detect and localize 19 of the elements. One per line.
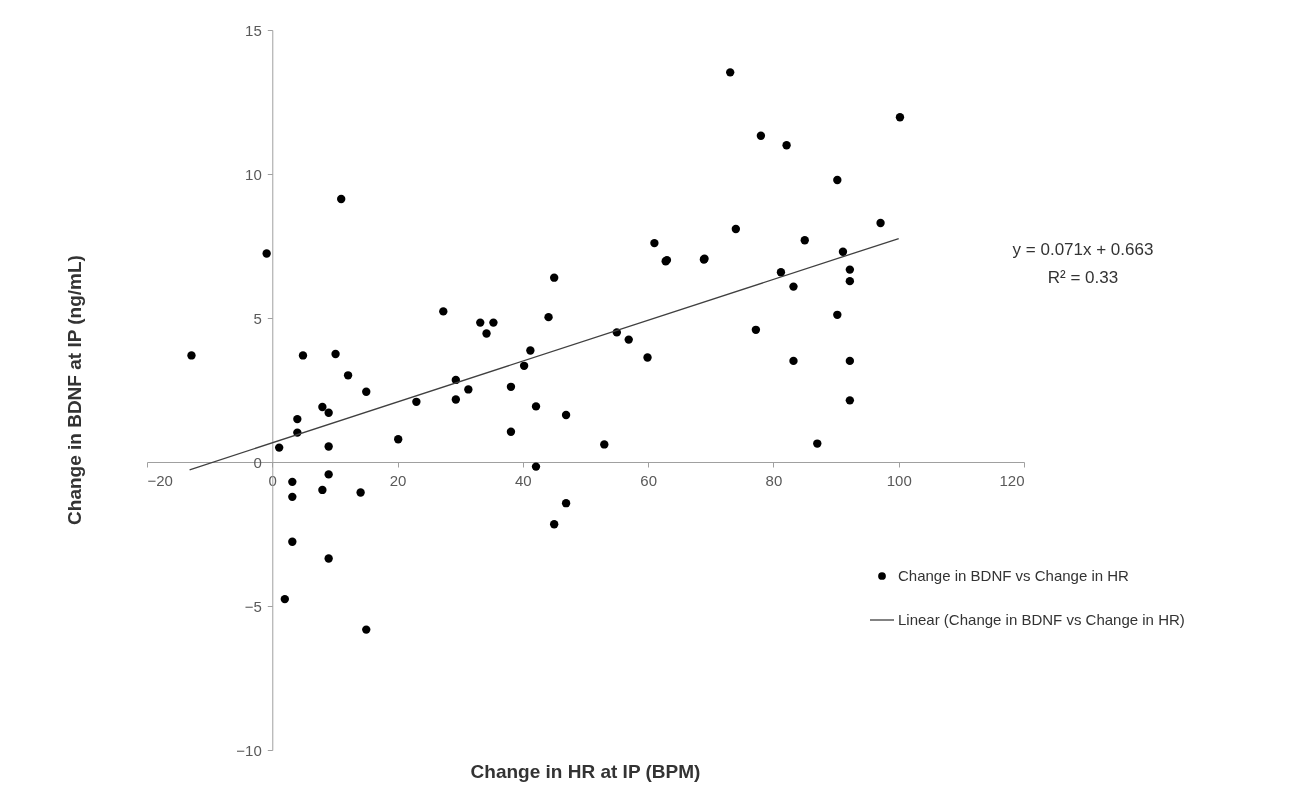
x-tick-label: 20	[389, 471, 407, 489]
y-tick-label: −10	[236, 741, 262, 759]
y-tick-label: 10	[245, 165, 262, 183]
x-tick-label: 60	[640, 471, 657, 489]
x-tick-label: −20	[147, 471, 173, 489]
y-tick-label: 5	[253, 309, 262, 327]
x-tick-label: 40	[515, 471, 532, 489]
legend-label: Linear (Change in BDNF vs Change in HR)	[898, 611, 1185, 628]
y-tick-label: −5	[244, 597, 262, 615]
x-tick-label: 100	[886, 471, 912, 489]
y-tick-label: 15	[245, 21, 262, 39]
annotation: y = 0.071x + 0.663	[1012, 240, 1154, 259]
text: R² = 0.33	[1047, 268, 1119, 287]
legend-label: Change in BDNF vs Change in HR	[898, 567, 1130, 584]
x-tick-label: 120	[999, 471, 1025, 489]
x-axis-title: Change in HR at IP (BPM)	[470, 761, 701, 782]
x-tick-label: 80	[765, 471, 783, 489]
x-tick-label: 0	[268, 471, 277, 489]
y-axis-title: Change in BDNF at IP (ng/mL)	[64, 255, 85, 525]
